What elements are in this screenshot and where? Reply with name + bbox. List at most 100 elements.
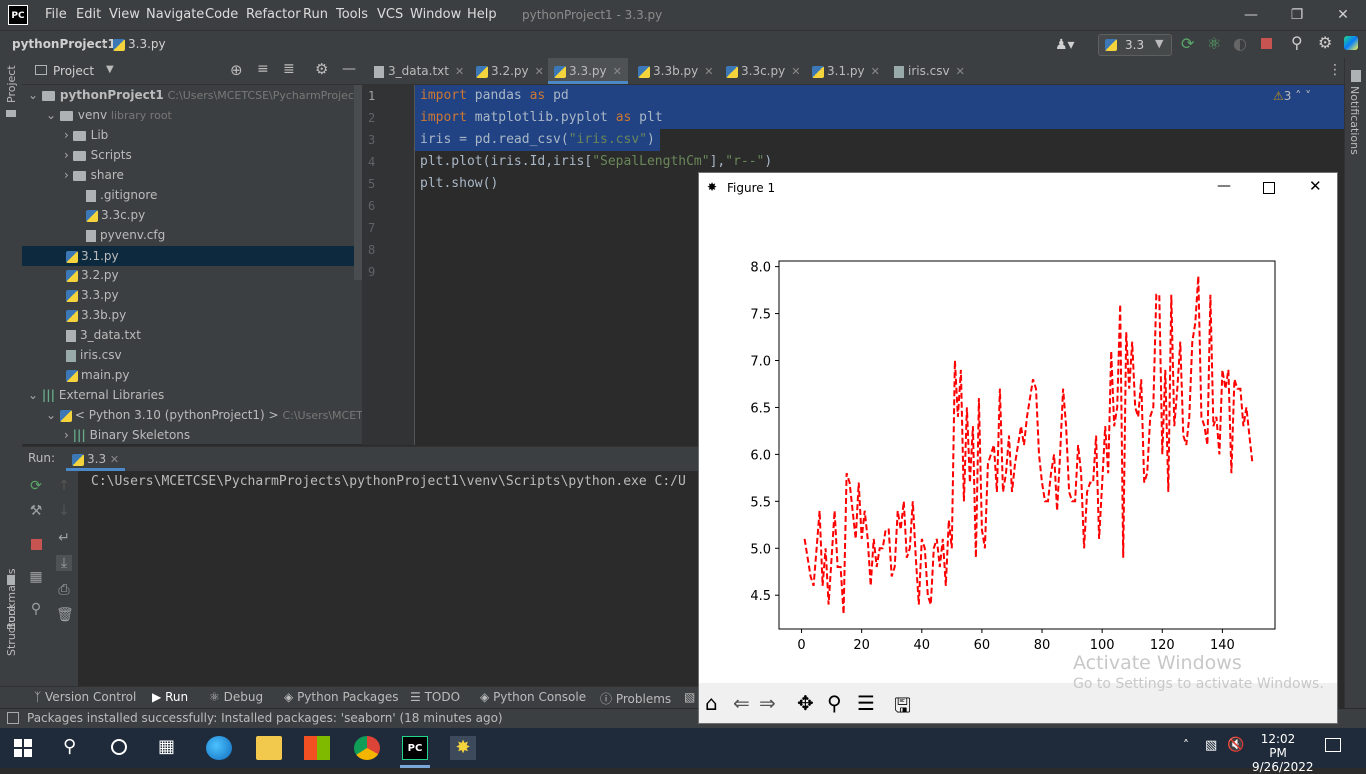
- chevron-up-icon[interactable]: ˄: [1295, 89, 1302, 103]
- tree-item-3-1-py[interactable]: 3.1.py: [22, 246, 354, 266]
- minimize-icon[interactable]: —: [1217, 178, 1231, 194]
- back-arrow-icon[interactable]: ⇐: [733, 691, 750, 715]
- notification-center-icon[interactable]: [1325, 738, 1341, 752]
- breadcrumb-project[interactable]: pythonProject1: [12, 37, 116, 51]
- rerun-icon[interactable]: ⟳: [1181, 34, 1195, 53]
- stop-icon[interactable]: [31, 539, 42, 550]
- tree-item-pythonproject1[interactable]: ⌄ pythonProject1 C:\Users\MCETCSE\Pychar…: [28, 88, 362, 102]
- close-tab-icon[interactable]: ✕: [109, 453, 120, 466]
- pan-icon[interactable]: ✥: [797, 691, 814, 715]
- tab-3-2-py[interactable]: 3.2.py ✕: [470, 58, 550, 84]
- menu-window[interactable]: Window: [410, 7, 462, 22]
- soft-wrap-icon[interactable]: ↵: [58, 530, 70, 546]
- tree-item-venv[interactable]: ⌄ venv library root: [46, 108, 172, 122]
- menu-edit[interactable]: Edit: [76, 7, 102, 22]
- menu-file[interactable]: File: [45, 7, 67, 22]
- tree-item-share[interactable]: › share: [64, 168, 124, 182]
- tool-tab-version-control[interactable]: ᛉ Version Control: [34, 690, 136, 704]
- layout-icon[interactable]: ▦: [29, 569, 43, 585]
- tree-item-3-3c-py[interactable]: 3.3c.py: [86, 208, 145, 222]
- run-tab-3-3[interactable]: 3.3 ✕: [66, 447, 126, 471]
- tree-item-3-data-txt[interactable]: 3_data.txt: [66, 328, 141, 342]
- close-tab-icon[interactable]: ✕: [955, 65, 965, 78]
- tab-3-3-py[interactable]: 3.3.py ✕: [548, 58, 628, 84]
- menu-help[interactable]: Help: [467, 7, 497, 22]
- chrome-browser-icon[interactable]: [354, 736, 380, 760]
- locate-target-icon[interactable]: ⊕: [230, 61, 243, 79]
- print-icon[interactable]: ⎙: [58, 582, 70, 598]
- close-tab-icon[interactable]: ✕: [455, 65, 465, 78]
- tree-item-3-3-py[interactable]: 3.3.py: [66, 288, 119, 302]
- status-message[interactable]: Packages installed successfully: Install…: [27, 711, 503, 725]
- more-tabs-icon[interactable]: ⋮: [1328, 62, 1342, 78]
- settings-gear-icon[interactable]: ⚙: [1318, 33, 1333, 52]
- collapse-all-icon[interactable]: ≣: [283, 61, 295, 77]
- tree-item-3-2-py[interactable]: 3.2.py: [66, 268, 119, 282]
- tree-item-external-libraries[interactable]: ⌄ ||| External Libraries: [28, 388, 164, 402]
- project-panel-title[interactable]: Project: [53, 64, 95, 78]
- tab-3-3b-py[interactable]: 3.3b.py ✕: [632, 58, 719, 84]
- chevron-down-icon[interactable]: ˅: [1305, 89, 1312, 103]
- tab-3-3c-py[interactable]: 3.3c.py ✕: [720, 58, 806, 84]
- menu-run[interactable]: Run: [303, 7, 328, 22]
- pin-icon[interactable]: ⚲: [30, 601, 42, 617]
- inspection-warnings[interactable]: ⚠3 ˄ ˅: [1273, 89, 1311, 103]
- tab-3-data-txt[interactable]: 3_data.txt ✕: [368, 58, 470, 84]
- pycharm-taskbar-icon[interactable]: PC: [402, 736, 428, 760]
- search-icon[interactable]: ⚲: [63, 736, 77, 757]
- tree-item-binary-skeletons[interactable]: › ||| Binary Skeletons: [64, 428, 190, 442]
- user-icon[interactable]: ♟▾: [1055, 37, 1075, 53]
- tree-item-main-py[interactable]: main.py: [66, 368, 130, 382]
- tree-item-pyvenv-cfg[interactable]: pyvenv.cfg: [86, 228, 165, 242]
- save-icon[interactable]: 🖫: [894, 693, 912, 717]
- close-tab-icon[interactable]: ✕: [870, 65, 880, 78]
- tool-tab-python-packages[interactable]: ◈ Python Packages: [284, 690, 398, 704]
- edge-browser-icon[interactable]: [206, 736, 232, 760]
- tab-3-1-py[interactable]: 3.1.py ✕: [806, 58, 886, 84]
- minimize-icon[interactable]: —: [1244, 7, 1258, 23]
- tree-item-lib[interactable]: › Lib: [64, 128, 108, 142]
- matplotlib-taskbar-icon[interactable]: ✸: [450, 736, 476, 760]
- notifications-tool-tab[interactable]: Notifications: [1348, 86, 1361, 155]
- volume-muted-icon[interactable]: 🔇: [1227, 737, 1245, 753]
- network-icon[interactable]: ▧: [1205, 738, 1218, 753]
- scroll-to-end-icon[interactable]: ⤓: [56, 555, 72, 571]
- menu-code[interactable]: Code: [205, 7, 239, 22]
- menu-refactor[interactable]: Refactor: [246, 7, 301, 22]
- arrow-up-icon[interactable]: ↑: [58, 478, 70, 494]
- close-icon[interactable]: ✕: [1337, 7, 1349, 23]
- stop-icon[interactable]: [1261, 38, 1272, 49]
- coverage-icon[interactable]: ◐: [1233, 34, 1247, 53]
- zoom-icon[interactable]: ⚲: [827, 691, 842, 715]
- home-icon[interactable]: ⌂: [705, 691, 718, 715]
- tree-item-scripts[interactable]: › Scripts: [64, 148, 132, 162]
- structure-tool-tab[interactable]: Structure: [5, 604, 18, 656]
- panel-settings-gear-icon[interactable]: ⚙: [315, 60, 329, 78]
- trash-icon[interactable]: 🗑: [56, 607, 74, 623]
- cortana-icon[interactable]: [111, 739, 127, 755]
- close-tab-icon[interactable]: ✕: [791, 65, 801, 78]
- wrench-icon[interactable]: ⚒: [29, 503, 43, 519]
- close-tab-icon[interactable]: ✕: [612, 65, 622, 78]
- jetbrains-toolbox-icon[interactable]: [1344, 36, 1358, 50]
- expand-all-icon[interactable]: ≡: [257, 61, 269, 77]
- view-dropdown-icon[interactable]: ▼: [106, 64, 114, 75]
- arrow-down-icon[interactable]: ↓: [58, 503, 70, 519]
- menu-tools[interactable]: Tools: [336, 7, 369, 22]
- tree-item-3-3b-py[interactable]: 3.3b.py: [66, 308, 126, 322]
- search-icon[interactable]: ⚲: [1291, 33, 1303, 52]
- close-icon[interactable]: ✕: [1309, 177, 1322, 195]
- forward-arrow-icon[interactable]: ⇒: [759, 691, 776, 715]
- restore-icon[interactable]: ❐: [1290, 7, 1304, 23]
- task-view-icon[interactable]: ▦: [158, 736, 176, 757]
- run-configuration-select[interactable]: 3.3 ▼: [1098, 34, 1172, 56]
- menu-navigate[interactable]: Navigate: [146, 7, 205, 22]
- rerun-icon[interactable]: ⟳: [30, 478, 42, 494]
- terminal-icon[interactable]: ▧: [684, 690, 696, 704]
- tool-tab-python-console[interactable]: ◈ Python Console: [480, 690, 586, 704]
- tree-item-gitignore[interactable]: .gitignore: [86, 188, 157, 202]
- menu-view[interactable]: View: [109, 7, 140, 22]
- subplots-config-icon[interactable]: ☰: [857, 691, 875, 715]
- windows-start-icon[interactable]: [14, 739, 32, 757]
- tree-item-iris-csv[interactable]: iris.csv: [66, 348, 122, 362]
